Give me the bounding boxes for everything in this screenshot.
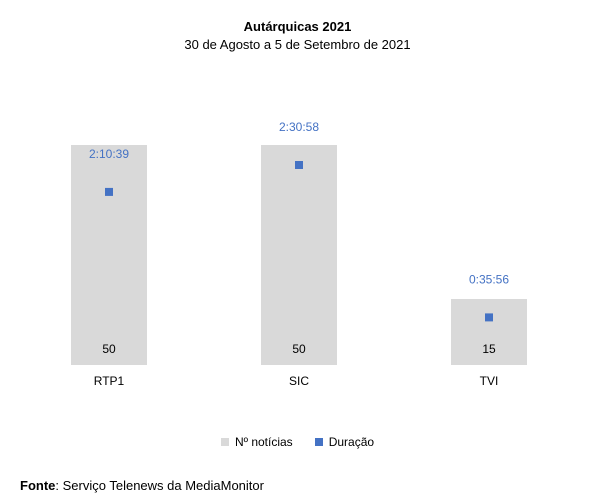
bar-value-label: 15: [482, 342, 496, 356]
duration-marker: [485, 313, 493, 322]
chart-legend: Nº notícias Duração: [0, 435, 595, 449]
legend-swatch-duracao: [314, 438, 323, 446]
bar-sic: [261, 145, 337, 365]
legend-label-duracao: Duração: [328, 435, 375, 449]
source-note: Fonte: Serviço Telenews da MediaMonitor: [20, 478, 264, 493]
duration-marker: [105, 187, 113, 196]
bar-rtp1: [71, 145, 147, 365]
chart-subtitle: 30 de Agosto a 5 de Setembro de 2021: [184, 37, 411, 52]
chart-plot: 50 RTP1 2:10:39 50 SIC 2:30:58 15 TVI 0:35:56: [71, 120, 527, 388]
source-label: Fonte: [20, 478, 56, 493]
x-tick-label: SIC: [289, 374, 309, 388]
legend-item-duracao: Duração: [314, 435, 375, 449]
source-text: : Serviço Telenews da MediaMonitor: [55, 478, 264, 493]
duration-marker: [295, 161, 303, 169]
x-tick-label: TVI: [480, 374, 499, 388]
legend-label-noticias: Nº notícias: [234, 435, 293, 449]
bar-value-label: 50: [102, 342, 116, 356]
legend-swatch-noticias: [220, 438, 229, 446]
duration-label: 2:30:58: [279, 120, 319, 134]
duration-label: 0:35:56: [469, 272, 509, 286]
chart-title: Autárquicas 2021: [243, 19, 352, 34]
bar-value-label: 50: [292, 342, 306, 356]
bar-tvi: [451, 299, 527, 365]
legend-item-noticias: Nº notícias: [220, 435, 293, 449]
x-tick-label: RTP1: [94, 374, 125, 388]
duration-label: 2:10:39: [89, 147, 129, 161]
